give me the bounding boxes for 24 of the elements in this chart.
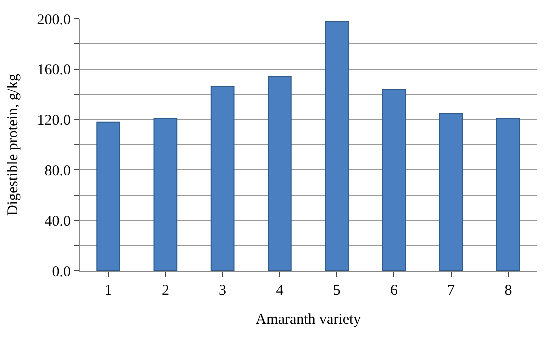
bar	[268, 76, 292, 271]
y-axis-title: Digestible protein, g/kg	[6, 73, 22, 216]
bar	[154, 118, 178, 271]
y-tick-label: 160.0	[37, 62, 71, 79]
x-tick-label: 3	[219, 283, 227, 299]
x-tick-label: 8	[504, 283, 512, 299]
x-tick-label: 7	[448, 283, 456, 299]
bar	[496, 118, 520, 271]
bar	[96, 122, 120, 271]
y-tick-label: 0.0	[52, 264, 71, 280]
y-tick-label: 120.0	[37, 113, 71, 130]
bar	[210, 86, 235, 271]
bar	[439, 113, 464, 271]
y-tick-label: 40.0	[44, 214, 71, 230]
x-tick-label: 6	[390, 283, 398, 299]
x-tick-label: 2	[162, 283, 170, 299]
y-tick-label: 200.0	[37, 12, 71, 28]
x-tick-label: 5	[333, 283, 341, 299]
x-axis-title: Amaranth variety	[256, 312, 362, 328]
bar	[325, 21, 349, 271]
y-tick-label: 80.0	[44, 163, 71, 180]
x-tick-label: 4	[276, 283, 284, 299]
bar	[382, 89, 406, 271]
x-tick-label: 1	[104, 283, 112, 299]
